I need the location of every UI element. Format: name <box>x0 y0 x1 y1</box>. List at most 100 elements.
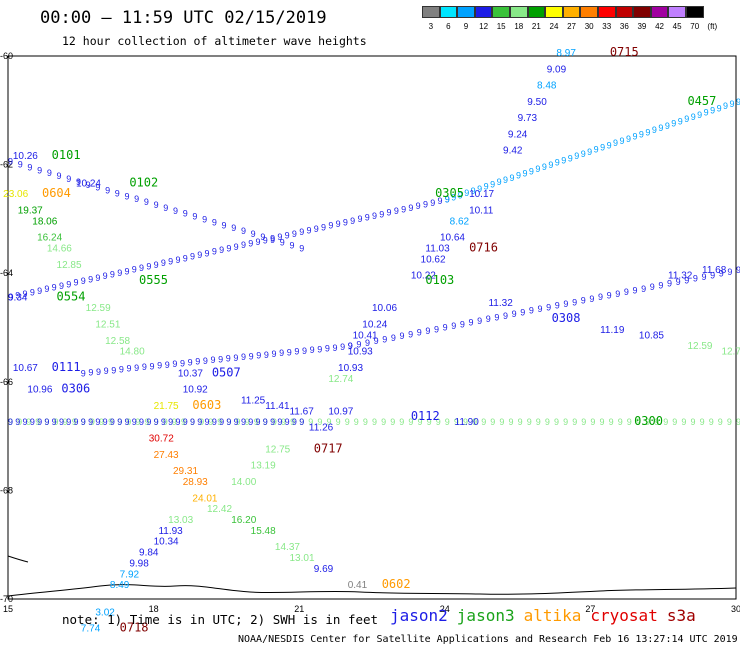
track-mark: 9 <box>314 224 319 234</box>
track-mark: 9 <box>545 417 550 427</box>
track-mark: 9 <box>609 417 614 427</box>
track-mark: 9 <box>292 229 297 239</box>
wave-height-value: 10.67 <box>13 363 38 374</box>
track-mark: 9 <box>538 304 543 314</box>
track-mark: 9 <box>175 255 180 265</box>
axis-ticks: 15 18 21 24 27 30 -60 -62 -64 -66 -68 -70 <box>0 51 740 614</box>
track-mark: 9 <box>175 417 180 427</box>
track-mark: 9 <box>110 417 115 427</box>
wave-height-value: 12.85 <box>57 260 82 271</box>
track-mark: 9 <box>95 183 100 193</box>
track-mark: 9 <box>503 311 508 321</box>
track-mark: 9 <box>127 364 132 374</box>
legend-jason2: jason2 <box>390 606 448 625</box>
map-frame <box>7 55 737 600</box>
pass-time-label: 0715 <box>610 45 639 59</box>
wave-height-value: 10.37 <box>178 368 203 379</box>
wave-height-value: 11.90 <box>455 417 480 428</box>
track-mark: 9 <box>308 417 313 427</box>
track-mark: 9 <box>681 417 686 427</box>
track-mark: 9 <box>154 260 159 270</box>
track-mark: 9 <box>86 180 91 190</box>
track-mark: 9 <box>111 365 116 375</box>
colorbar-label: 18 <box>514 22 524 31</box>
track-mark: 9 <box>226 417 231 427</box>
x-tick-label: 24 <box>440 604 450 614</box>
wave-height-value: 21.75 <box>154 401 179 412</box>
track-mark: 9 <box>95 417 100 427</box>
track-mark: 9 <box>416 201 421 211</box>
track-mark: 9 <box>270 235 275 245</box>
colorbar-labels: 3 6 9 12 15 18 21 24 27 30 33 36 39 42 45 70 (ft) <box>422 22 721 31</box>
track-mark: 9 <box>126 417 131 427</box>
track-mark: 9 <box>574 151 579 161</box>
track-mark: 9 <box>163 417 168 427</box>
track-mark: 9 <box>372 417 377 427</box>
track-mark: 9 <box>212 217 217 227</box>
track-mark: 9 <box>494 313 499 323</box>
colorbar <box>422 6 704 18</box>
track-mark: 9 <box>15 291 20 301</box>
track-mark: 9 <box>390 417 395 427</box>
wave-height-value: 18.06 <box>32 216 57 227</box>
y-tick-label: -68 <box>0 485 13 495</box>
track-mark: 9 <box>132 265 137 275</box>
track-mark: 9 <box>15 417 20 427</box>
track-mark: 9 <box>394 206 399 216</box>
track-mark: 9 <box>72 417 77 427</box>
wave-height-value: 10.93 <box>348 347 373 358</box>
track-mark: 9 <box>256 237 261 247</box>
colorbar-swatch <box>650 6 669 18</box>
track-mark: 9 <box>290 417 295 427</box>
track-mark: 9 <box>172 359 177 369</box>
track-mark: 9 <box>700 417 705 427</box>
track-mark: 9 <box>35 417 40 427</box>
track-mark: 9 <box>460 319 465 329</box>
track-mark: 9 <box>600 417 605 427</box>
wave-height-value: 12.42 <box>207 504 232 515</box>
track-mark: 9 <box>294 347 299 357</box>
track-mark: 9 <box>248 239 253 249</box>
track-mark: 9 <box>536 417 541 427</box>
track-mark: 9 <box>684 275 689 285</box>
track-mark: 9 <box>219 245 224 255</box>
track-mark: 9 <box>310 345 315 355</box>
x-tick-label: 15 <box>3 604 13 614</box>
track-mark: 9 <box>620 136 625 146</box>
track-mark: 9 <box>554 417 559 427</box>
wave-height-value: 10.97 <box>328 406 353 417</box>
track-mark: 9 <box>74 278 79 288</box>
wave-height-value: 23.06 <box>3 189 28 200</box>
track-mark: 9 <box>285 417 290 427</box>
track-mark: 9 <box>90 417 95 427</box>
track-mark: 9 <box>132 417 137 427</box>
track-mark: 9 <box>251 229 256 239</box>
track-mark: 9 <box>144 197 149 207</box>
track-mark: 9 <box>710 106 715 116</box>
track-mark: 9 <box>154 200 159 210</box>
track-mark: 9 <box>190 417 195 427</box>
track-mark: 9 <box>110 270 115 280</box>
y-tick-label: -66 <box>0 377 13 387</box>
track-mark: 9 <box>195 357 200 367</box>
track-mark: 9 <box>520 307 525 317</box>
wave-height-value: 11.03 <box>425 243 450 254</box>
track-mark: 9 <box>44 284 49 294</box>
wave-height-value: 14.66 <box>47 243 72 254</box>
track-mark: 9 <box>183 417 188 427</box>
track-mark: 9 <box>399 417 404 427</box>
track-mark: 9 <box>613 138 618 148</box>
wave-height-value: 9.69 <box>314 564 334 575</box>
track-mark: 9 <box>636 417 641 427</box>
track-mark: 9 <box>299 417 304 427</box>
wave-height-value: 29.31 <box>173 466 198 477</box>
wave-height-value: 10.34 <box>154 537 179 548</box>
wave-height-value: 8.48 <box>537 81 557 92</box>
track-mark: 9 <box>546 302 551 312</box>
track-mark: 9 <box>218 354 223 364</box>
colorbar-label: 42 <box>655 22 664 31</box>
wave-height-value: 9.42 <box>503 146 523 157</box>
wave-height-value: 12.51 <box>95 320 120 331</box>
wave-height-value: 11.41 <box>265 401 290 412</box>
